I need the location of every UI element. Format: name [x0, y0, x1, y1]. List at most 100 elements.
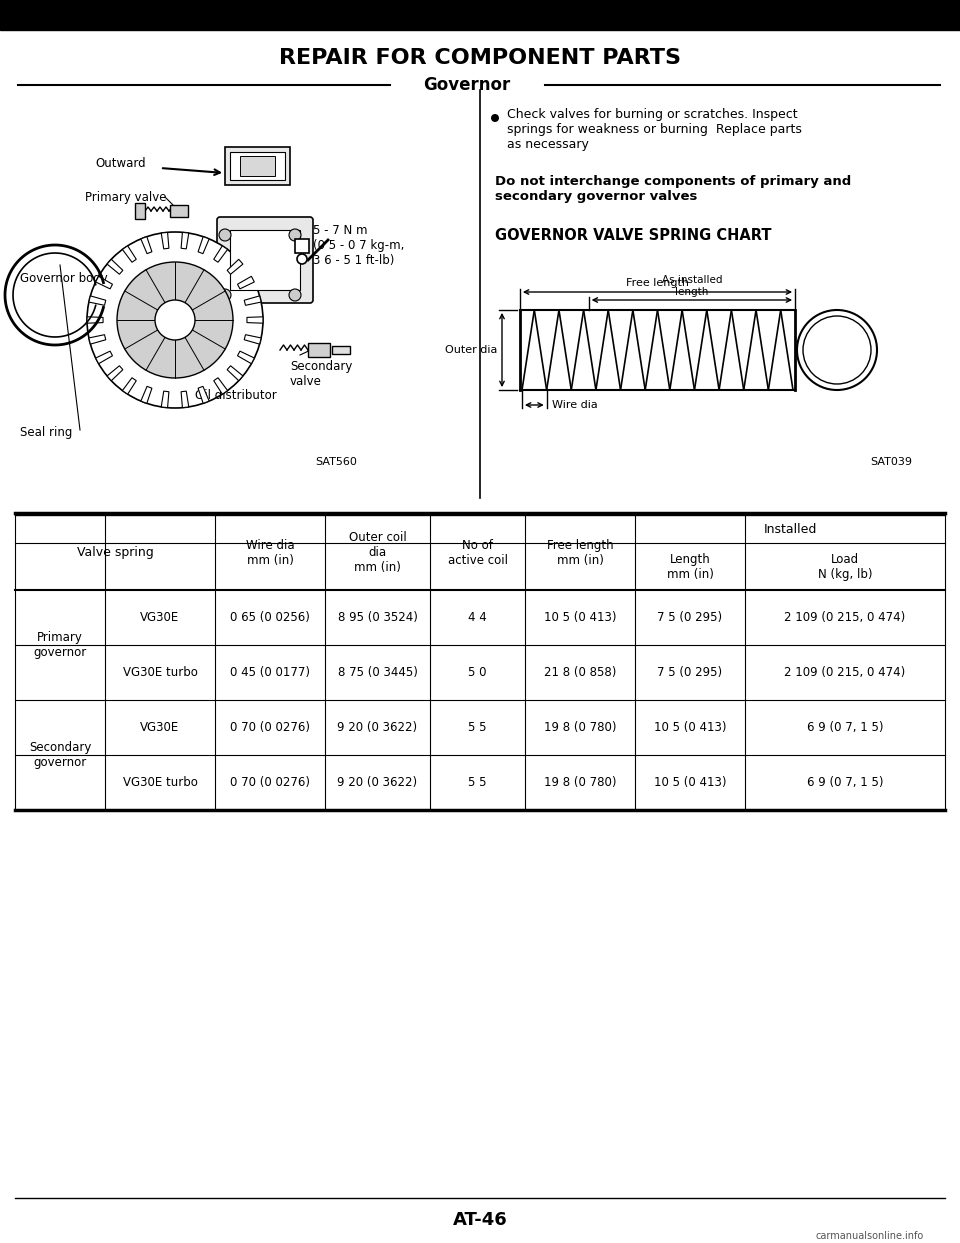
Bar	[230, 230, 300, 290]
Polygon shape	[161, 392, 169, 408]
Circle shape	[117, 262, 233, 378]
Text: 10 5 (0 413): 10 5 (0 413)	[654, 721, 727, 735]
Text: 5 0: 5 0	[468, 666, 487, 679]
Text: 9 20 (0 3622): 9 20 (0 3622)	[337, 776, 418, 789]
Text: 21 8 (0 858): 21 8 (0 858)	[543, 666, 616, 679]
Circle shape	[87, 232, 263, 408]
Polygon shape	[244, 334, 261, 344]
Text: REPAIR FOR COMPONENT PARTS: REPAIR FOR COMPONENT PARTS	[279, 48, 681, 68]
Text: 0 70 (0 0276): 0 70 (0 0276)	[230, 776, 310, 789]
Text: Check valves for burning or scratches. Inspect
springs for weakness or burning  : Check valves for burning or scratches. I…	[507, 108, 802, 150]
Circle shape	[289, 290, 301, 301]
Polygon shape	[96, 351, 112, 364]
Text: Secondary
governor: Secondary governor	[29, 741, 91, 769]
Text: 10 5 (0 413): 10 5 (0 413)	[543, 612, 616, 624]
Text: 6 9 (0 7, 1 5): 6 9 (0 7, 1 5)	[806, 776, 883, 789]
Text: SAT560: SAT560	[315, 457, 357, 467]
Text: 2 109 (0 215, 0 474): 2 109 (0 215, 0 474)	[784, 612, 905, 624]
Bar	[240, 157, 275, 177]
Text: Governor body: Governor body	[20, 271, 108, 285]
Circle shape	[803, 316, 871, 384]
Bar	[135, 203, 145, 219]
Polygon shape	[237, 276, 254, 288]
Polygon shape	[123, 246, 136, 262]
Polygon shape	[181, 392, 189, 408]
Text: VG30E: VG30E	[140, 721, 180, 735]
Text: 5 5: 5 5	[468, 721, 487, 735]
Bar	[332, 346, 350, 354]
Text: As installed
length: As installed length	[661, 276, 722, 297]
Text: carmanualsonline.info: carmanualsonline.info	[816, 1231, 924, 1241]
Polygon shape	[214, 246, 228, 262]
Circle shape	[491, 114, 499, 122]
Text: Wire dia: Wire dia	[552, 400, 597, 410]
Polygon shape	[214, 378, 228, 394]
Text: 0 65 (0 0256): 0 65 (0 0256)	[230, 612, 310, 624]
Circle shape	[797, 310, 877, 390]
Circle shape	[219, 290, 231, 301]
Text: Load
N (kg, lb): Load N (kg, lb)	[818, 552, 873, 580]
Text: Wire dia
mm (in): Wire dia mm (in)	[246, 538, 295, 567]
Text: 7 5 (0 295): 7 5 (0 295)	[658, 612, 723, 624]
Text: VG30E turbo: VG30E turbo	[123, 666, 198, 679]
Circle shape	[219, 229, 231, 241]
Text: Primary valve: Primary valve	[85, 190, 166, 204]
Text: Free length
mm (in): Free length mm (in)	[546, 538, 613, 567]
Text: AT-46: AT-46	[452, 1211, 508, 1229]
Text: Installed: Installed	[763, 522, 817, 536]
Text: Outer coil
dia
mm (in): Outer coil dia mm (in)	[348, 531, 406, 574]
Polygon shape	[198, 387, 209, 404]
Text: VG30E turbo: VG30E turbo	[123, 776, 198, 789]
Bar	[230, 152, 285, 180]
Text: Oil distributor: Oil distributor	[195, 389, 276, 401]
Text: Do not interchange components of primary and
secondary governor valves: Do not interchange components of primary…	[495, 175, 852, 203]
Text: 0 45 (0 0177): 0 45 (0 0177)	[230, 666, 310, 679]
Polygon shape	[89, 334, 106, 344]
Text: 8 95 (0 3524): 8 95 (0 3524)	[338, 612, 418, 624]
Text: Valve spring: Valve spring	[77, 546, 154, 559]
Text: Secondary
valve: Secondary valve	[290, 360, 352, 388]
Text: Outward: Outward	[95, 157, 146, 169]
Text: 5 5: 5 5	[468, 776, 487, 789]
Text: SAT039: SAT039	[870, 457, 912, 467]
Text: 4 4: 4 4	[468, 612, 487, 624]
Text: 7 5 (0 295): 7 5 (0 295)	[658, 666, 723, 679]
Polygon shape	[247, 317, 263, 323]
Text: No of
active coil: No of active coil	[447, 538, 508, 567]
Polygon shape	[198, 236, 209, 254]
Circle shape	[155, 300, 195, 341]
Text: 2 109 (0 215, 0 474): 2 109 (0 215, 0 474)	[784, 666, 905, 679]
Text: 0 70 (0 0276): 0 70 (0 0276)	[230, 721, 310, 735]
Polygon shape	[244, 296, 261, 306]
Polygon shape	[96, 276, 112, 288]
Text: 10 5 (0 413): 10 5 (0 413)	[654, 776, 727, 789]
Bar	[170, 205, 188, 218]
Polygon shape	[87, 317, 103, 323]
Text: Governor: Governor	[423, 76, 511, 94]
Bar	[308, 343, 330, 357]
Bar	[295, 239, 309, 254]
Text: 5 - 7 N m
(0 5 - 0 7 kg-m,
3 6 - 5 1 ft-lb): 5 - 7 N m (0 5 - 0 7 kg-m, 3 6 - 5 1 ft-…	[313, 224, 404, 266]
Polygon shape	[123, 378, 136, 394]
Text: 6 9 (0 7, 1 5): 6 9 (0 7, 1 5)	[806, 721, 883, 735]
Polygon shape	[89, 296, 106, 306]
Text: Outer dia: Outer dia	[444, 346, 497, 355]
Circle shape	[297, 254, 307, 264]
Text: 19 8 (0 780): 19 8 (0 780)	[543, 721, 616, 735]
Text: 19 8 (0 780): 19 8 (0 780)	[543, 776, 616, 789]
Text: Primary
governor: Primary governor	[34, 631, 86, 659]
Polygon shape	[228, 365, 243, 380]
Polygon shape	[108, 365, 123, 380]
Bar	[225, 147, 290, 185]
Text: 9 20 (0 3622): 9 20 (0 3622)	[337, 721, 418, 735]
Polygon shape	[161, 232, 169, 249]
Circle shape	[289, 229, 301, 241]
Text: GOVERNOR VALVE SPRING CHART: GOVERNOR VALVE SPRING CHART	[495, 227, 772, 242]
Text: 8 75 (0 3445): 8 75 (0 3445)	[338, 666, 418, 679]
Polygon shape	[228, 260, 243, 275]
Text: VG30E: VG30E	[140, 612, 180, 624]
Text: Length
mm (in): Length mm (in)	[666, 552, 713, 580]
Polygon shape	[181, 232, 189, 249]
FancyBboxPatch shape	[217, 218, 313, 303]
Text: Free length: Free length	[626, 278, 689, 288]
